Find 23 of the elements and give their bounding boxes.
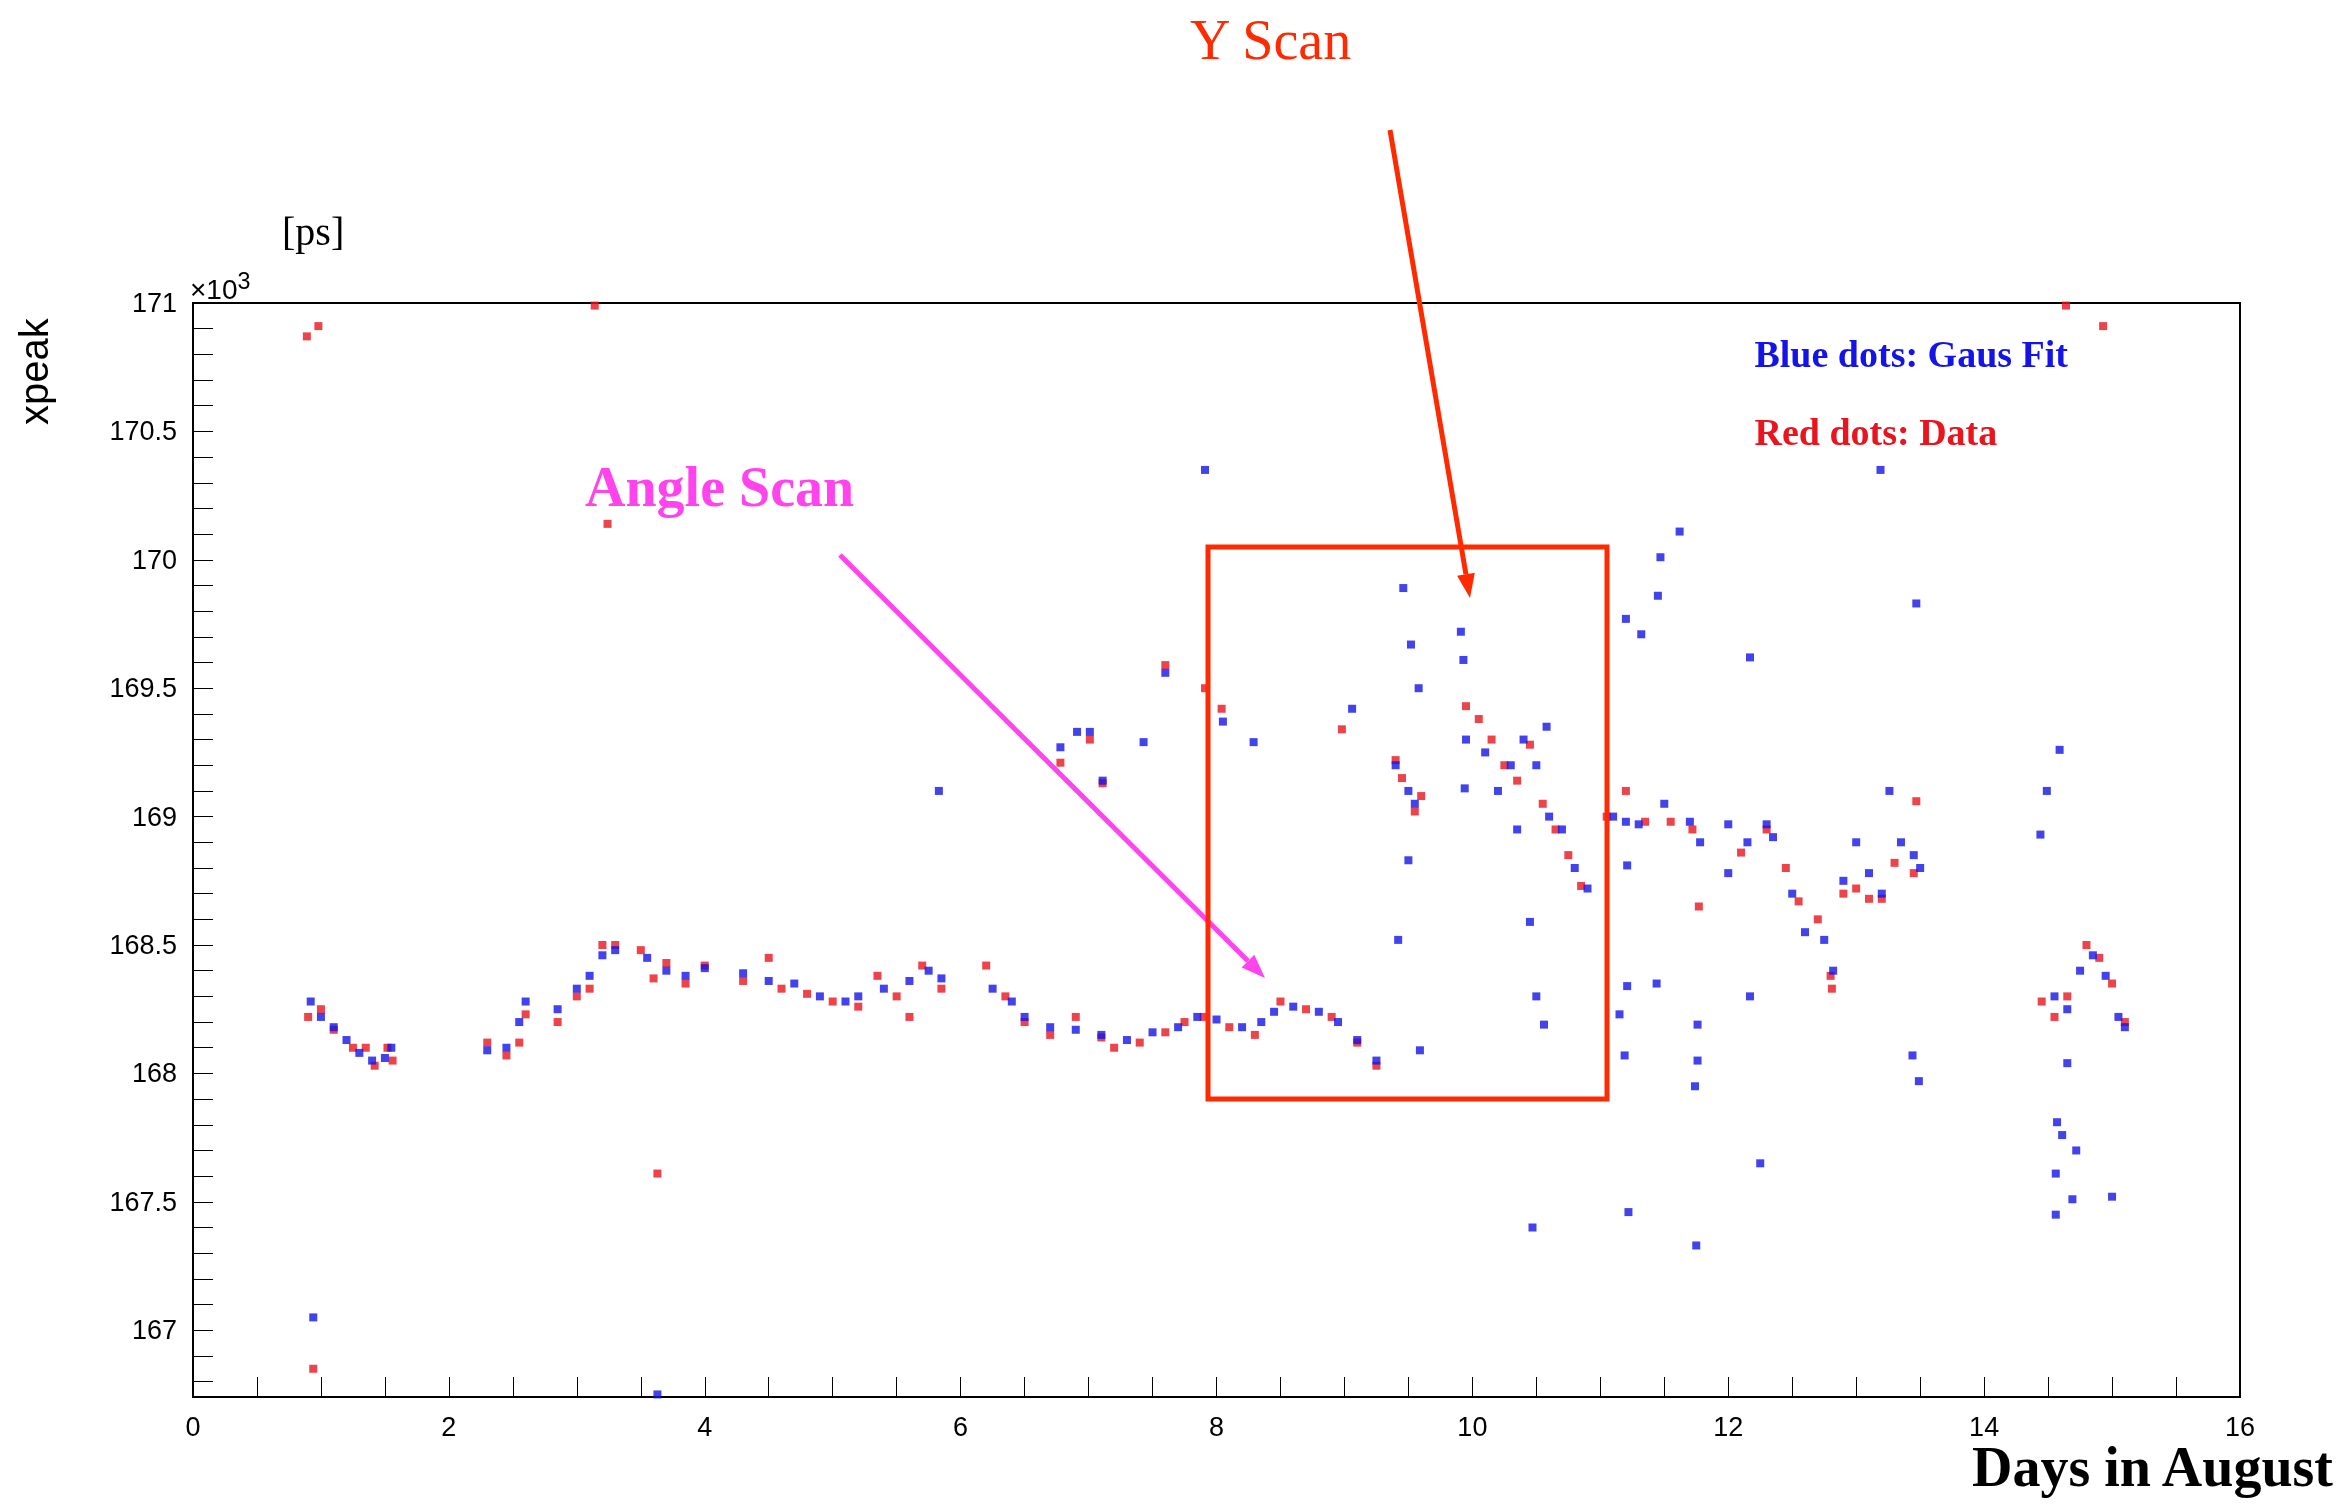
y-tick-label: 171 [131,288,177,318]
y-tick-label: 170.5 [109,416,177,447]
y-tick-label: 168.5 [109,930,177,961]
x-tick-label: 10 [1457,1411,1488,1442]
annotation: ×10$^{3}$ [190,268,251,307]
y-tick-label: 169 [131,801,177,832]
y-tick-label: 168 [131,1058,177,1089]
text: Y Scan [1190,8,1352,72]
annotation: Angle Scan [585,455,855,519]
y-tick-label: 170 [131,544,177,575]
x-tick-label: 0 [185,1411,201,1442]
y-tick-label: 167 [131,1315,177,1346]
text: Red dots: Data [1754,411,1998,453]
x-tick-label: 2 [441,1411,457,1442]
y-axis-title: xpeak [12,318,57,425]
text: [ps] [282,208,345,255]
x-tick-label: 6 [953,1411,969,1442]
y-tick-label: 167.5 [109,1186,177,1217]
x-tick-label: 4 [697,1411,713,1442]
text: Blue dots: Gaus Fit [1754,333,2069,375]
y-tick-label: 169.5 [109,673,177,704]
x-tick-label: 12 [1713,1411,1744,1442]
x-tick-label: 8 [1208,1411,1225,1442]
